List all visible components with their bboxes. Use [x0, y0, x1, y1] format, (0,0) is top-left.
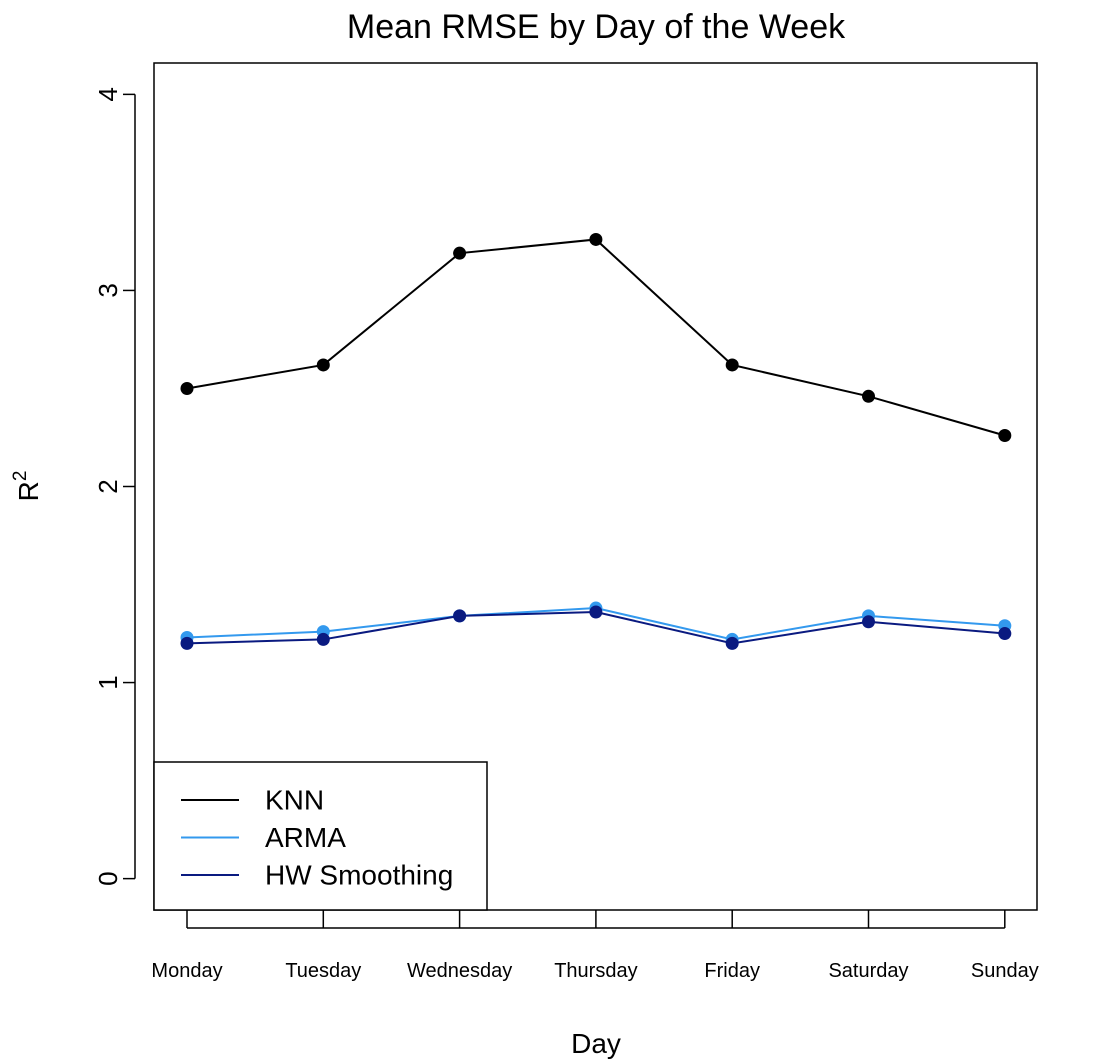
chart-title: Mean RMSE by Day of the Week	[347, 8, 846, 46]
y-axis-label-base: R	[13, 481, 44, 501]
data-point	[316, 632, 330, 646]
data-point	[998, 627, 1012, 641]
x-tick-label: Thursday	[554, 960, 637, 982]
x-tick-label: Tuesday	[285, 960, 361, 982]
x-tick-label: Sunday	[971, 960, 1039, 982]
data-point	[453, 609, 467, 623]
y-axis-label-superscript: 2	[10, 471, 31, 482]
legend-label: ARMA	[265, 822, 346, 853]
data-point	[180, 636, 194, 650]
y-tick-label: 0	[93, 871, 123, 885]
legend-entries: KNN ARMA HW Smoothing	[181, 785, 453, 891]
data-point	[725, 358, 739, 372]
data-point	[862, 615, 875, 629]
data-point	[862, 389, 875, 403]
data-point	[725, 636, 739, 650]
series-hw-smoothing	[180, 605, 1012, 650]
y-tick-label: 2	[93, 479, 123, 493]
x-axis-label: Day	[571, 1028, 621, 1059]
x-tick-label: Monday	[151, 960, 222, 982]
x-tick-label: Wednesday	[407, 960, 512, 982]
y-axis-label: R2	[10, 471, 44, 502]
data-point	[316, 358, 330, 372]
data-point	[453, 246, 467, 260]
x-tick-label: Saturday	[828, 960, 908, 982]
legend: KNN ARMA HW Smoothing	[153, 761, 488, 911]
series-knn	[180, 232, 1012, 443]
legend-label: KNN	[265, 785, 324, 816]
series-layer	[180, 232, 1012, 650]
legend-box	[153, 761, 488, 911]
data-point	[589, 605, 603, 619]
data-point	[998, 429, 1012, 443]
y-tick-label: 1	[93, 675, 123, 689]
data-point	[589, 232, 603, 246]
x-axis: Monday Tuesday Wednesday Thursday Friday Satu…	[151, 910, 1039, 982]
y-axis: 0 1 2 3 4	[93, 87, 136, 886]
y-tick-label: 4	[93, 87, 123, 101]
series-line	[186, 238, 1006, 437]
y-tick-label: 3	[93, 283, 123, 297]
y-axis-label-group: R2	[10, 471, 44, 502]
legend-label: HW Smoothing	[265, 860, 453, 891]
data-point	[180, 381, 194, 395]
x-tick-label: Friday	[704, 960, 760, 982]
